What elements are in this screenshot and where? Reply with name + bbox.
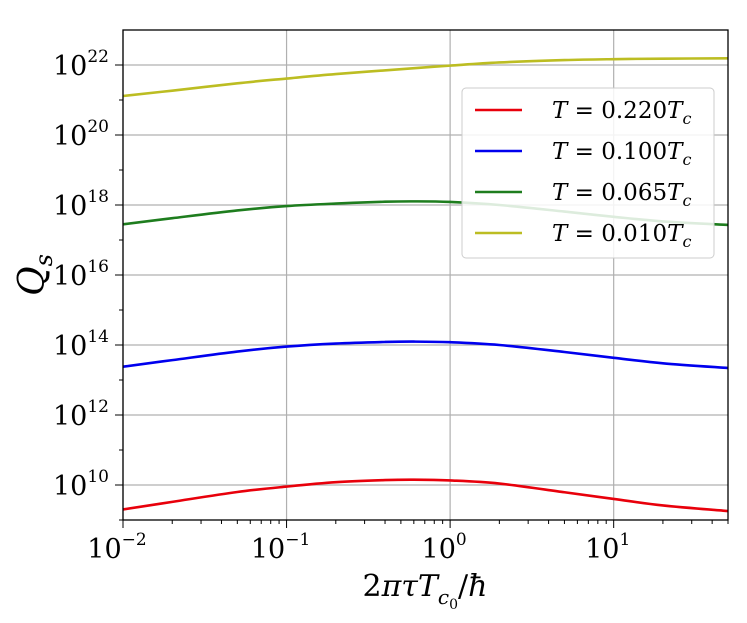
legend: T = 0.220Tc T = 0.100Tc T = 0.065Tc T = 0.0…	[461, 87, 715, 259]
y-tick-label: 1018	[53, 187, 109, 222]
legend-label: T = 0.010Tc	[552, 221, 691, 251]
x-axis-label: 2πτTc0/ħ	[363, 569, 488, 613]
y-tick-label: 1022	[53, 47, 109, 82]
series-line-1	[122, 340, 729, 370]
legend-label: T = 0.220Tc	[552, 98, 691, 128]
axis-labels: 2πτTc0/ħ Qs	[12, 254, 487, 613]
legend-box	[461, 87, 715, 259]
tick-group: 10−2 10−1 100 101 1010 1012 1014 1016 1018 1020 10…	[53, 47, 729, 565]
y-tick-label: 1020	[53, 117, 109, 152]
legend-label: T = 0.065Tc	[552, 180, 691, 210]
y-tick-label: 1016	[53, 257, 109, 292]
series-line-3	[122, 57, 729, 98]
x-tick-label: 100	[422, 530, 467, 565]
y-tick-label: 1010	[53, 467, 109, 502]
y-tick-label: 1014	[53, 327, 109, 362]
x-tick-label: 101	[585, 530, 630, 565]
x-tick-label: 10−2	[87, 530, 146, 565]
legend-label: T = 0.100Tc	[552, 139, 691, 169]
series-line-0	[122, 478, 729, 513]
y-axis-label: Qs	[12, 254, 58, 296]
x-tick-label: 10−1	[251, 530, 310, 565]
plot-frame	[122, 29, 729, 521]
y-tick-label: 1012	[53, 397, 109, 432]
